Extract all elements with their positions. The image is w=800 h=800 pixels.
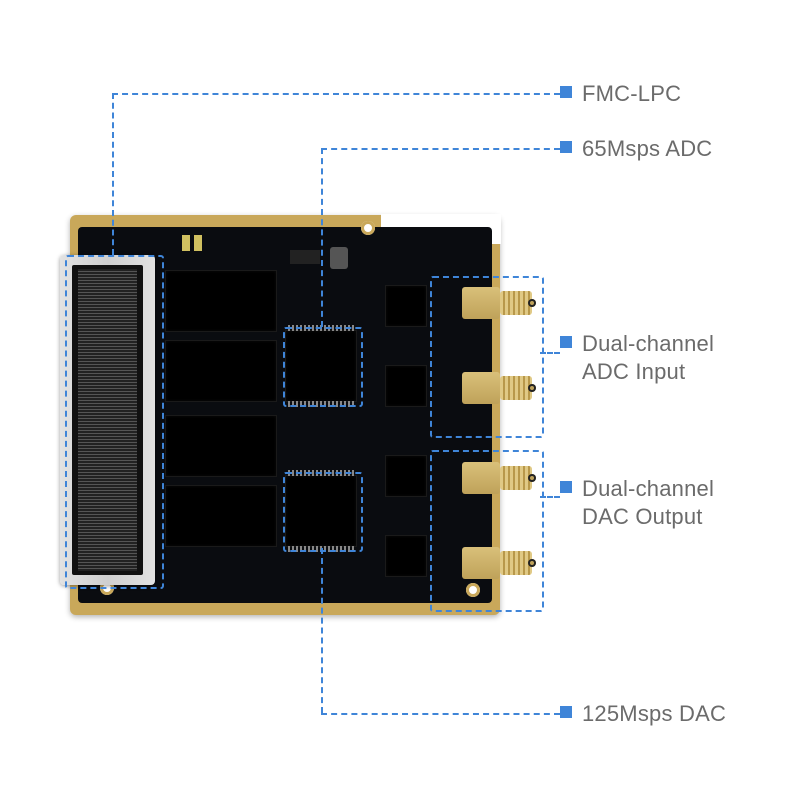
leader-adc_in [540,352,560,354]
sma-connector-adc1 [462,285,532,321]
frontend-chip [385,365,427,407]
adc-chip [285,330,357,402]
bullet-icon [560,141,572,153]
buffer-chip [165,270,277,332]
smd-icon [290,250,320,264]
bullet-icon [560,336,572,348]
fmc-pins-icon [78,269,137,571]
bullet-icon [560,481,572,493]
smd-icon [182,235,190,251]
sma-connector-dac1 [462,460,532,496]
annotation-text: 125Msps DAC [582,700,726,728]
fmc-lpc-connector [60,255,155,585]
buffer-chip [165,340,277,402]
sma-connector-dac2 [462,545,532,581]
leader-adc [321,148,560,150]
bullet-icon [560,706,572,718]
sma-connector-adc2 [462,370,532,406]
annotation-text: Dual-channel ADC Input [582,330,714,385]
leader-fmc [112,93,560,95]
frontend-chip [385,285,427,327]
leader-dac_out [540,496,560,498]
annotation-label-adc: 65Msps ADC [560,135,712,163]
annotation-label-dac_out: Dual-channel DAC Output [560,475,714,530]
buffer-chip [165,485,277,547]
smd-icon [330,247,348,269]
bullet-icon [560,86,572,98]
mount-hole-icon [466,583,480,597]
pcb-board [70,215,500,615]
dac-chip [285,475,357,547]
diagram-stage: FMC-LPC 65Msps ADC Dual-channel ADC Input D… [0,0,800,800]
smd-icon [194,235,202,251]
mount-hole-icon [361,221,375,235]
frontend-chip [385,535,427,577]
annotation-label-fmc: FMC-LPC [560,80,681,108]
buffer-chip [165,415,277,477]
frontend-chip [385,455,427,497]
annotation-text: 65Msps ADC [582,135,712,163]
annotation-label-dac: 125Msps DAC [560,700,726,728]
annotation-label-adc_in: Dual-channel ADC Input [560,330,714,385]
annotation-text: Dual-channel DAC Output [582,475,714,530]
leader-dac [321,713,560,715]
annotation-text: FMC-LPC [582,80,681,108]
